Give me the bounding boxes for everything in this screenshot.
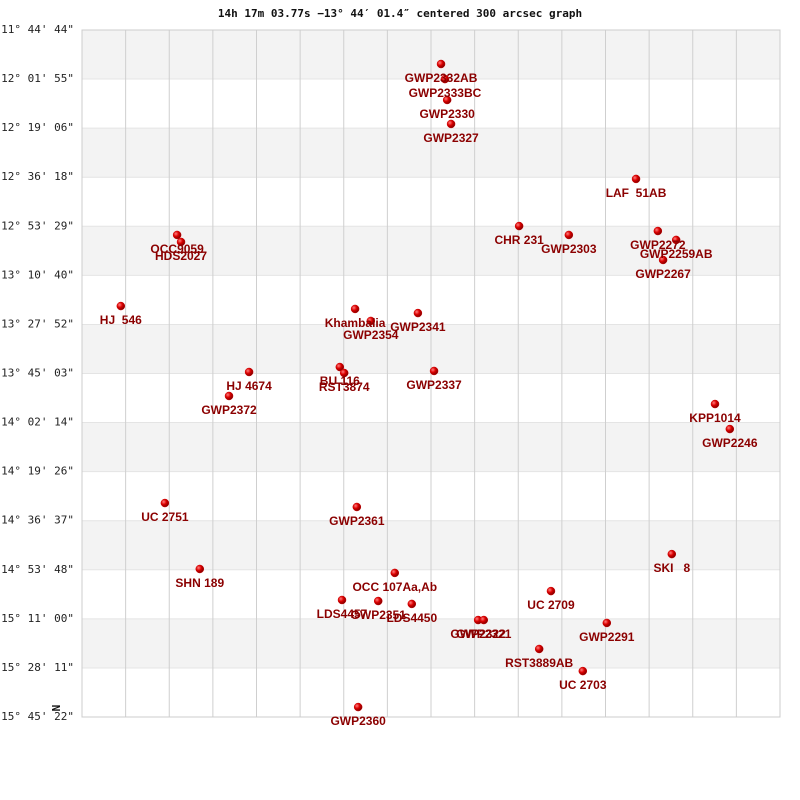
star-point <box>564 230 574 240</box>
star-label: GWP2272 <box>630 238 686 252</box>
y-tick-label: -15° 45' 22" <box>0 710 74 723</box>
star-label: CHR 231 <box>494 233 544 247</box>
star-point <box>160 498 170 508</box>
star-label: LDS4457 <box>317 607 368 621</box>
star-label: GWP2291 <box>579 630 635 644</box>
star-label: GWP2267 <box>635 267 691 281</box>
star-point <box>514 221 524 231</box>
plot-frame <box>81 29 781 718</box>
star-label: GWP2341 <box>390 320 446 334</box>
chart-title: 14h 17m 03.77s −13° 44′ 01.4″ centered 3… <box>218 7 582 20</box>
star-point <box>224 391 234 401</box>
star-label: GWP2259AB <box>640 247 713 261</box>
star-point <box>578 666 588 676</box>
star-point <box>429 366 439 376</box>
y-tick-label: -12° 53' 29" <box>0 219 74 232</box>
y-tick-label: -13° 10' 40" <box>0 268 74 281</box>
star-label: Khambalia <box>325 316 386 330</box>
star-point <box>407 599 417 609</box>
star-label: GWP2327 <box>423 131 479 145</box>
star-point <box>631 174 641 184</box>
star-label: GWP2333BC <box>409 86 482 100</box>
star-point <box>116 301 126 311</box>
star-point <box>335 362 345 372</box>
star-label: KPP1014 <box>689 411 741 425</box>
north-label: N <box>50 705 63 712</box>
y-tick-label: -12° 19' 06" <box>0 121 74 134</box>
star-point <box>479 615 489 625</box>
y-tick-label: -14° 53' 48" <box>0 563 74 576</box>
star-label: BU 116 <box>320 374 360 388</box>
star-label: UC 2709 <box>527 598 575 612</box>
star-label: GWP2351 <box>351 608 407 622</box>
star-label: OCC 107Aa,Ab <box>352 580 437 594</box>
star-point <box>658 255 668 265</box>
star-label: HJ 546 <box>100 313 142 327</box>
star-label: HJ 4674 <box>226 379 272 393</box>
star-label: GWP2330 <box>419 107 475 121</box>
star-point <box>390 568 400 578</box>
star-point <box>350 304 360 314</box>
star-label: GWP2322 <box>450 627 506 641</box>
star-label: UC 2751 <box>141 510 189 524</box>
star-label: GWP2321 <box>456 627 512 641</box>
star-label: SHN 189 <box>175 576 224 590</box>
star-label: LDS4450 <box>386 611 437 625</box>
star-point <box>413 308 423 318</box>
y-tick-label: -12° 36' 18" <box>0 170 74 183</box>
y-tick-label: -12° 01' 55" <box>0 72 74 85</box>
y-tick-label: -15° 28' 11" <box>0 661 74 674</box>
star-label: SKI 8 <box>653 561 690 575</box>
star-point <box>244 367 254 377</box>
star-point <box>671 235 681 245</box>
star-label: GWP2337 <box>406 378 462 392</box>
star-point <box>176 237 186 247</box>
y-tick-label: -11° 44' 44" <box>0 23 74 36</box>
star-label: LAF 51AB <box>606 186 667 200</box>
star-label: GWP2354 <box>343 328 399 342</box>
star-label: RST3874 <box>319 380 370 394</box>
star-point <box>436 59 446 69</box>
star-label: GWP2303 <box>541 242 597 256</box>
star-label: GWP2332AB <box>405 71 478 85</box>
star-label: GWP2361 <box>329 514 385 528</box>
star-point <box>710 399 720 409</box>
star-label: HDS2027 <box>155 249 207 263</box>
star-point <box>337 595 347 605</box>
star-point <box>373 596 383 606</box>
star-point <box>725 424 735 434</box>
star-label: GWP2360 <box>330 714 386 728</box>
y-tick-label: -13° 45' 03" <box>0 366 74 379</box>
y-tick-label: -14° 02' 14" <box>0 416 74 429</box>
star-point <box>195 564 205 574</box>
star-point <box>352 502 362 512</box>
star-point <box>446 119 456 129</box>
y-tick-label: -14° 19' 26" <box>0 465 74 478</box>
y-tick-label: -13° 27' 52" <box>0 317 74 330</box>
star-point <box>534 644 544 654</box>
star-point <box>602 618 612 628</box>
star-point <box>172 230 182 240</box>
star-point <box>546 586 556 596</box>
star-label: GWP2246 <box>702 436 758 450</box>
star-point <box>353 702 363 712</box>
y-tick-label: -15° 11' 00" <box>0 612 74 625</box>
star-point <box>442 95 452 105</box>
star-point <box>339 368 349 378</box>
star-label: GWP2372 <box>201 403 257 417</box>
star-point <box>653 226 663 236</box>
star-label: RST3889AB <box>505 656 573 670</box>
star-point <box>366 316 376 326</box>
star-point <box>440 74 450 84</box>
y-tick-label: -14° 36' 37" <box>0 514 74 527</box>
star-label: OCC9059 <box>150 242 204 256</box>
star-point <box>667 549 677 559</box>
star-label: UC 2703 <box>559 678 607 692</box>
